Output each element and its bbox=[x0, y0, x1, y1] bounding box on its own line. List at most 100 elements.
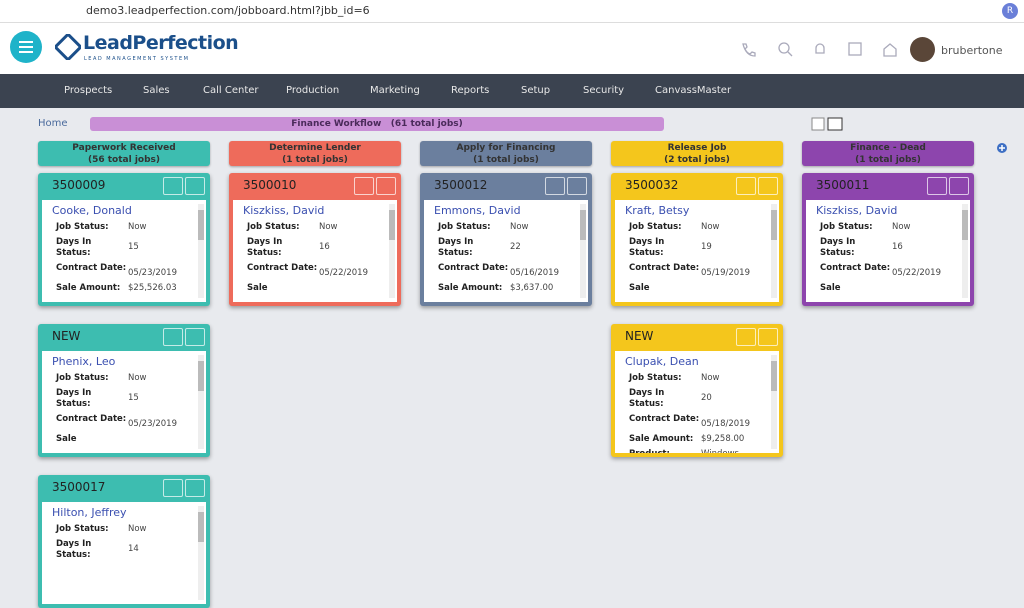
job-card[interactable]: 3500009 Cooke, Donald Job Status: Now Days I… bbox=[38, 173, 210, 306]
job-card[interactable]: 3500012 Emmons, David Job Status: Now Days I… bbox=[420, 173, 592, 306]
user-name[interactable]: brubertone bbox=[941, 44, 1003, 57]
scrollbar[interactable] bbox=[771, 355, 777, 449]
field-row: Days In Status: 16 bbox=[247, 237, 377, 259]
breadcrumb[interactable]: Home bbox=[38, 118, 68, 129]
job-card[interactable]: 3500011 Kiszkiss, David Job Status: Now Days… bbox=[802, 173, 974, 306]
column-header[interactable]: Paperwork Received (56 total jobs) bbox=[38, 141, 210, 166]
column-header[interactable]: Determine Lender (1 total jobs) bbox=[229, 141, 401, 166]
scrollbar[interactable] bbox=[198, 204, 204, 298]
url[interactable]: demo3.leadperfection.com/jobboard.html?j… bbox=[86, 4, 370, 17]
card-button[interactable] bbox=[354, 177, 374, 195]
column-header[interactable]: Release Job (2 total jobs) bbox=[611, 141, 783, 166]
field-row: Days In Status: 15 bbox=[56, 237, 186, 259]
scrollbar[interactable] bbox=[389, 204, 395, 298]
field-row: Contract Date: 05/19/2019 bbox=[629, 263, 759, 279]
nav-item[interactable]: Marketing bbox=[370, 85, 420, 96]
nav-bar: Prospects Sales Call Center Production Marke… bbox=[0, 74, 1024, 108]
customer-name[interactable]: Kiszkiss, David bbox=[243, 204, 325, 217]
fields: Job Status: Now Days In Status: 14 bbox=[56, 524, 186, 565]
field-value: 05/16/2019 bbox=[510, 268, 559, 278]
job-card[interactable]: NEW Clupak, Dean Job Status: Now Days In Sta… bbox=[611, 324, 783, 457]
customer-name[interactable]: Clupak, Dean bbox=[625, 355, 699, 368]
customer-name[interactable]: Phenix, Leo bbox=[52, 355, 116, 368]
board-controls[interactable] bbox=[810, 117, 1010, 157]
card-button[interactable] bbox=[758, 177, 778, 195]
field-value: 05/23/2019 bbox=[128, 268, 177, 278]
field-label: Job Status: bbox=[247, 222, 300, 232]
card-button[interactable] bbox=[185, 177, 205, 195]
card-id: 3500011 bbox=[816, 178, 870, 192]
card-button[interactable] bbox=[163, 177, 183, 195]
scrollbar[interactable] bbox=[198, 506, 204, 600]
menu-button[interactable] bbox=[10, 31, 42, 63]
scrollbar[interactable] bbox=[198, 355, 204, 449]
column-count: (1 total jobs) bbox=[473, 155, 539, 165]
card-button[interactable] bbox=[163, 328, 183, 346]
field-label: Job Status: bbox=[438, 222, 491, 232]
card-button[interactable] bbox=[376, 177, 396, 195]
field-label: Job Status: bbox=[56, 373, 109, 383]
avatar[interactable] bbox=[910, 37, 935, 62]
column-header[interactable]: Apply for Financing (1 total jobs) bbox=[420, 141, 592, 166]
field-row: Contract Date: 05/22/2019 bbox=[247, 263, 377, 279]
field-label: Sale Amount: bbox=[629, 434, 694, 444]
card-button[interactable] bbox=[736, 177, 756, 195]
field-row: Sale bbox=[56, 434, 186, 445]
customer-name[interactable]: Kiszkiss, David bbox=[816, 204, 898, 217]
field-label: Days In Status: bbox=[56, 539, 92, 560]
field-label: Days In Status: bbox=[820, 237, 856, 258]
header: LeadPerfection LEAD MANAGEMENT SYSTEM br… bbox=[0, 23, 1024, 74]
column-title: Finance - Dead bbox=[850, 143, 926, 153]
customer-name[interactable]: Hilton, Jeffrey bbox=[52, 506, 127, 519]
nav-item[interactable]: Prospects bbox=[64, 85, 113, 96]
job-card[interactable]: 3500017 Hilton, Jeffrey Job Status: Now Days… bbox=[38, 475, 210, 608]
field-row: Contract Date: 05/22/2019 bbox=[820, 263, 950, 279]
card-body: Emmons, David Job Status: Now Days In Statu… bbox=[424, 200, 588, 302]
nav-item[interactable]: Security bbox=[583, 85, 625, 96]
nav-item[interactable]: Call Center bbox=[203, 85, 259, 96]
customer-name[interactable]: Emmons, David bbox=[434, 204, 521, 217]
field-value: Now bbox=[128, 222, 147, 232]
nav-item[interactable]: Production bbox=[286, 85, 340, 96]
card-button[interactable] bbox=[567, 177, 587, 195]
column-header[interactable]: Finance - Dead (1 total jobs) bbox=[802, 141, 974, 166]
card-button[interactable] bbox=[949, 177, 969, 195]
header-icons[interactable] bbox=[740, 41, 900, 57]
browser-bar: demo3.leadperfection.com/jobboard.html?j… bbox=[0, 0, 1024, 23]
field-value: Now bbox=[128, 373, 147, 383]
card-button[interactable] bbox=[185, 479, 205, 497]
profile-badge[interactable]: R bbox=[1002, 3, 1018, 19]
field-label: Sale bbox=[247, 283, 268, 293]
fields: Job Status: Now Days In Status: 16 Contract … bbox=[247, 222, 377, 298]
scrollbar[interactable] bbox=[771, 204, 777, 298]
card-button[interactable] bbox=[758, 328, 778, 346]
customer-name[interactable]: Kraft, Betsy bbox=[625, 204, 690, 217]
field-value: Now bbox=[510, 222, 529, 232]
field-label: Contract Date: bbox=[247, 263, 318, 273]
card-button[interactable] bbox=[927, 177, 947, 195]
nav-item[interactable]: CanvassMaster bbox=[655, 85, 732, 96]
logo-icon bbox=[55, 34, 81, 60]
card-button[interactable] bbox=[163, 479, 183, 497]
field-row: Job Status: Now bbox=[56, 524, 186, 535]
nav-item[interactable]: Setup bbox=[521, 85, 551, 96]
field-row: Sale Amount: $9,258.00 bbox=[629, 434, 759, 445]
workflow-count: (61 total jobs) bbox=[390, 119, 463, 129]
field-row: Sale Amount: $25,526.03 bbox=[56, 283, 186, 294]
scrollbar[interactable] bbox=[580, 204, 586, 298]
logo[interactable]: LeadPerfection bbox=[83, 32, 239, 54]
card-body: Clupak, Dean Job Status: Now Days In Status… bbox=[615, 351, 779, 453]
nav-item[interactable]: Reports bbox=[451, 85, 490, 96]
workflow-bar[interactable]: Finance Workflow (61 total jobs) bbox=[90, 117, 664, 131]
card-button[interactable] bbox=[545, 177, 565, 195]
job-card[interactable]: 3500032 Kraft, Betsy Job Status: Now Days In… bbox=[611, 173, 783, 306]
job-card[interactable]: 3500010 Kiszkiss, David Job Status: Now Days… bbox=[229, 173, 401, 306]
scrollbar[interactable] bbox=[962, 204, 968, 298]
card-button[interactable] bbox=[736, 328, 756, 346]
job-card[interactable]: NEW Phenix, Leo Job Status: Now Days In Stat… bbox=[38, 324, 210, 457]
field-value: $9,258.00 bbox=[701, 434, 745, 444]
nav-item[interactable]: Sales bbox=[143, 85, 170, 96]
customer-name[interactable]: Cooke, Donald bbox=[52, 204, 132, 217]
card-button[interactable] bbox=[185, 328, 205, 346]
